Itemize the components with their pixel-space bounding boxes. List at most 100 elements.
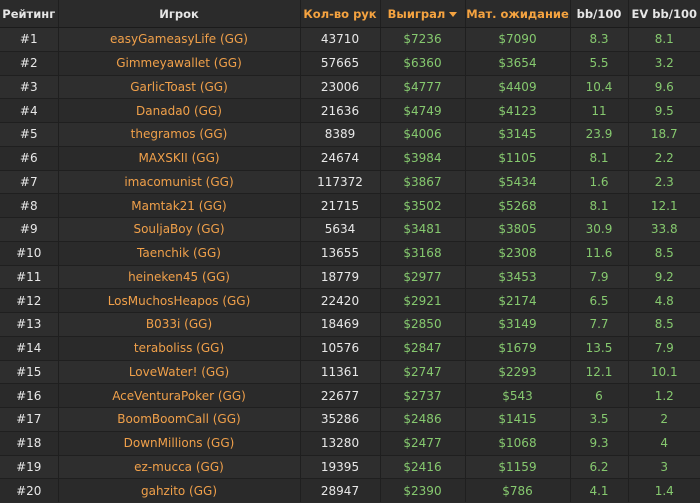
hands-cell: 24674: [299, 145, 380, 170]
column-header[interactable]: Мат. ожидание: [464, 0, 570, 28]
player-cell[interactable]: thegramos (GG): [57, 122, 300, 147]
hands-cell-text: 22677: [320, 388, 360, 403]
bb-per-100-cell-text: 8.1: [589, 198, 609, 213]
rank-cell-text: #2: [19, 56, 38, 71]
expected-value-cell: $1068: [464, 430, 570, 455]
player-cell[interactable]: Danada0 (GG): [57, 98, 300, 123]
bb-per-100-cell: 6: [569, 383, 628, 408]
column-header[interactable]: EV bb/100: [627, 0, 700, 28]
player-cell-text: Mamtak21 (GG): [131, 198, 227, 213]
expected-value-cell-text: $1068: [498, 436, 537, 451]
won-cell: $3168: [379, 240, 465, 265]
rank-cell-text: #10: [16, 246, 42, 261]
column-header[interactable]: bb/100: [569, 0, 628, 28]
hands-cell-text: 35286: [320, 412, 360, 427]
table-row: #20 gahzito (GG) 28947 $2390 $786 4.1 1.4: [0, 478, 700, 502]
player-cell[interactable]: imacomunist (GG): [57, 169, 300, 194]
player-cell[interactable]: Gimmeyawallet (GG): [57, 50, 300, 75]
player-cell-text: B033i (GG): [145, 317, 213, 332]
player-cell[interactable]: teraboliss (GG): [57, 335, 300, 360]
column-header[interactable]: Кол-во рук: [299, 0, 380, 28]
expected-value-cell-text: $3805: [498, 222, 537, 237]
rank-cell-text: #13: [16, 317, 42, 332]
expected-value-cell-text: $1679: [498, 341, 537, 356]
expected-value-cell: $4409: [464, 74, 570, 99]
player-cell-text: heineken45 (GG): [128, 269, 230, 284]
bb-per-100-cell: 8.3: [569, 27, 628, 52]
expected-value-cell: $3805: [464, 217, 570, 242]
player-cell[interactable]: AceVenturaPoker (GG): [57, 383, 300, 408]
player-cell[interactable]: LosMuchosHeapos (GG): [57, 288, 300, 313]
hands-cell-text: 28947: [320, 483, 360, 498]
player-cell-text: easyGameasyLife (GG): [110, 32, 248, 47]
ev-bb-per-100-cell: 3.2: [627, 50, 700, 75]
bb-per-100-cell-text: 7.9: [589, 269, 609, 284]
player-cell[interactable]: heineken45 (GG): [57, 264, 300, 289]
rank-cell: #3: [0, 74, 58, 99]
ev-bb-per-100-cell-text: 9.5: [654, 103, 674, 118]
player-cell[interactable]: BoomBoomCall (GG): [57, 407, 300, 432]
player-cell[interactable]: easyGameasyLife (GG): [57, 27, 300, 52]
won-cell: $6360: [379, 50, 465, 75]
rank-cell: #13: [0, 312, 58, 337]
table-row: #7 imacomunist (GG) 117372 $3867 $5434 1.6 2.3: [0, 169, 700, 194]
rank-cell-text: #20: [16, 483, 42, 498]
column-header[interactable]: Рейтинг: [0, 0, 58, 28]
player-cell-text: GarlicToast (GG): [130, 79, 228, 94]
expected-value-cell: $1105: [464, 145, 570, 170]
hands-cell: 43710: [299, 27, 380, 52]
bb-per-100-cell-text: 9.3: [589, 436, 609, 451]
player-cell[interactable]: ez-mucca (GG): [57, 454, 300, 479]
expected-value-cell: $4123: [464, 98, 570, 123]
rank-cell-text: #17: [16, 412, 42, 427]
player-cell[interactable]: B033i (GG): [57, 312, 300, 337]
ev-bb-per-100-cell-text: 9.2: [654, 269, 674, 284]
column-header[interactable]: Выиграл: [379, 0, 465, 28]
column-header[interactable]: Игрок: [57, 0, 300, 28]
player-cell[interactable]: SouljaBoy (GG): [57, 217, 300, 242]
expected-value-cell-text: $543: [502, 388, 533, 403]
player-cell[interactable]: Mamtak21 (GG): [57, 193, 300, 218]
table-body: #1 easyGameasyLife (GG) 43710 $7236 $7090 8.3…: [0, 27, 700, 502]
player-cell-text: Taenchik (GG): [137, 246, 221, 261]
player-cell[interactable]: LoveWater! (GG): [57, 359, 300, 384]
ev-bb-per-100-cell-text: 2.2: [654, 151, 674, 166]
bb-per-100-cell-text: 8.1: [589, 151, 609, 166]
table-row: #1 easyGameasyLife (GG) 43710 $7236 $7090 8.3…: [0, 27, 700, 52]
bb-per-100-cell-text: 3.5: [589, 412, 609, 427]
player-cell[interactable]: gahzito (GG): [57, 478, 300, 502]
ev-bb-per-100-cell-text: 12.1: [650, 198, 678, 213]
column-header-text: EV bb/100: [631, 6, 697, 21]
player-cell[interactable]: MAXSKII (GG): [57, 145, 300, 170]
ev-bb-per-100-cell: 3: [627, 454, 700, 479]
rank-cell-text: #11: [16, 269, 42, 284]
player-cell[interactable]: Taenchik (GG): [57, 240, 300, 265]
won-cell-text: $3984: [403, 151, 442, 166]
bb-per-100-cell: 6.2: [569, 454, 628, 479]
bb-per-100-cell-text: 5.5: [589, 56, 609, 71]
ev-bb-per-100-cell: 18.7: [627, 122, 700, 147]
rank-cell-text: #7: [19, 174, 38, 189]
player-cell[interactable]: GarlicToast (GG): [57, 74, 300, 99]
hands-cell: 21636: [299, 98, 380, 123]
hands-cell: 23006: [299, 74, 380, 99]
ev-bb-per-100-cell: 1.2: [627, 383, 700, 408]
won-cell-text: $3481: [403, 222, 442, 237]
hands-cell: 13280: [299, 430, 380, 455]
table-row: #2 Gimmeyawallet (GG) 57665 $6360 $3654 5.5 3.…: [0, 50, 700, 75]
won-cell-text: $4006: [403, 127, 442, 142]
bb-per-100-cell: 23.9: [569, 122, 628, 147]
won-cell: $3481: [379, 217, 465, 242]
player-cell[interactable]: DownMillions (GG): [57, 430, 300, 455]
won-cell-text: $3867: [403, 174, 442, 189]
bb-per-100-cell: 10.4: [569, 74, 628, 99]
hands-cell-text: 8389: [324, 127, 356, 142]
won-cell-text: $2416: [403, 459, 442, 474]
ev-bb-per-100-cell-text: 18.7: [650, 127, 678, 142]
player-cell-text: DownMillions (GG): [123, 436, 235, 451]
won-cell-text: $2977: [403, 269, 442, 284]
player-cell-text: Gimmeyawallet (GG): [116, 56, 242, 71]
ev-bb-per-100-cell: 9.6: [627, 74, 700, 99]
